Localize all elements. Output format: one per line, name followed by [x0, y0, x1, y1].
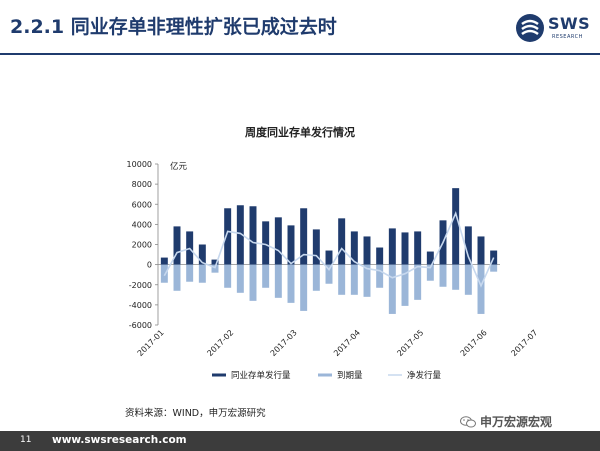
issuance-bar — [350, 231, 358, 265]
wechat-icon — [460, 415, 476, 427]
maturity-bar — [401, 264, 409, 306]
page-title: 2.2.1 同业存单非理性扩张已成过去时 — [10, 16, 337, 38]
issuance-bar — [249, 206, 257, 265]
issuance-bar — [414, 231, 422, 265]
maturity-bar — [224, 264, 232, 288]
legend-label: 同业存单发行量 — [231, 370, 291, 381]
title-divider — [0, 53, 600, 55]
maturity-bar — [160, 264, 168, 283]
maturity-bar — [490, 264, 498, 272]
issuance-bar — [325, 250, 333, 265]
maturity-bar — [274, 264, 282, 298]
y-tick-label: -2000 — [129, 281, 152, 290]
x-tick-label: 2017-03 — [269, 328, 299, 358]
issuance-bar — [160, 257, 168, 265]
issuance-bar — [211, 259, 219, 265]
issuance-bar — [274, 217, 282, 265]
maturity-bar — [173, 264, 181, 291]
wechat-watermark: 申万宏源宏观 — [460, 413, 552, 430]
maturity-bar — [312, 264, 320, 291]
maturity-bar — [338, 264, 346, 295]
logo-subtext: RESEARCH — [552, 34, 583, 40]
issuance-bar — [198, 244, 206, 265]
y-tick-label: 8000 — [132, 180, 152, 189]
maturity-bar — [211, 264, 219, 273]
issuance-bar — [401, 232, 409, 265]
maturity-bar — [325, 264, 333, 284]
x-tick-label: 2017-01 — [136, 328, 166, 358]
website-link[interactable]: www.swsresearch.com — [52, 434, 187, 446]
footer-bar: 11 www.swsresearch.com — [0, 431, 600, 451]
maturity-bar — [300, 264, 308, 311]
maturity-bar — [452, 264, 460, 290]
maturity-bar — [414, 264, 422, 300]
x-tick-label: 2017-07 — [509, 328, 539, 358]
x-tick-label: 2017-05 — [395, 328, 425, 358]
x-tick-label: 2017-06 — [459, 328, 489, 358]
y-tick-label: 2000 — [132, 241, 152, 250]
sws-logo-icon — [516, 14, 544, 42]
y-unit-label: 亿元 — [170, 161, 188, 172]
legend-label: 到期量 — [337, 371, 363, 381]
maturity-bar — [287, 264, 295, 303]
issuance-bar — [464, 226, 472, 265]
maturity-bar — [388, 264, 396, 314]
issuance-bar — [338, 218, 346, 265]
net-issuance-line — [163, 210, 495, 288]
issuance-bar — [173, 226, 181, 265]
issuance-bar — [477, 236, 485, 265]
y-tick-label: 4000 — [132, 220, 152, 229]
y-tick-label: 6000 — [132, 200, 152, 209]
maturity-bar — [249, 264, 257, 301]
page-number: 11 — [20, 435, 32, 445]
y-tick-label: 10000 — [127, 160, 152, 169]
issuance-bar — [388, 228, 396, 265]
logo-text: SWS — [548, 14, 591, 33]
maturity-bar — [186, 264, 194, 282]
maturity-bar — [464, 264, 472, 295]
y-tick-label: -4000 — [129, 301, 152, 310]
issuance-bar — [300, 208, 308, 265]
issuance-bar — [312, 229, 320, 265]
weekly-ncd-issuance-chart: -6000 -4000 -2000 0 2000 4000 6000 8000 10000 亿元 2… — [127, 160, 540, 381]
x-tick-label: 2017-04 — [332, 328, 362, 358]
maturity-bar — [363, 264, 371, 297]
maturity-bar — [198, 264, 206, 283]
chart-title: 周度同业存单发行情况 — [245, 126, 355, 139]
issuance-bar — [262, 221, 270, 265]
issuance-bar — [236, 205, 244, 265]
maturity-bar — [477, 264, 485, 314]
y-tick-label: 0 — [147, 261, 152, 270]
maturity-bar — [236, 264, 244, 293]
x-tick-label: 2017-02 — [205, 328, 235, 358]
issuance-bar — [452, 188, 460, 265]
maturity-bar — [376, 264, 384, 288]
legend-label: 净发行量 — [407, 370, 442, 381]
maturity-bar — [350, 264, 358, 295]
issuance-bar — [426, 251, 434, 265]
sws-logo: SWS RESEARCH — [514, 12, 594, 46]
maturity-bar — [439, 264, 447, 287]
issuance-bar — [376, 247, 384, 265]
maturity-bar — [262, 264, 270, 288]
y-tick-label: -6000 — [129, 321, 152, 330]
issuance-bar — [224, 208, 232, 265]
issuance-bar — [287, 225, 295, 265]
source-note: 资料来源：WIND，申万宏源研究 — [125, 408, 266, 419]
watermark-text: 申万宏源宏观 — [480, 415, 553, 429]
issuance-bar — [363, 236, 371, 265]
maturity-bar — [426, 264, 434, 281]
